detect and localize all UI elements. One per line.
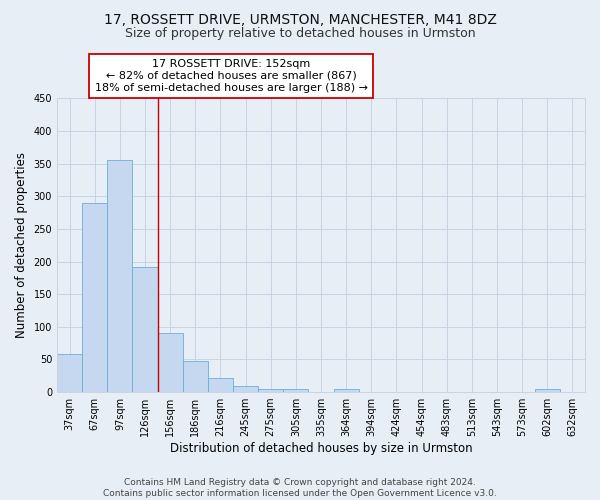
Bar xyxy=(535,389,560,392)
Bar xyxy=(82,203,107,392)
Bar xyxy=(183,362,208,392)
X-axis label: Distribution of detached houses by size in Urmston: Distribution of detached houses by size … xyxy=(170,442,472,455)
Text: 17 ROSSETT DRIVE: 152sqm
← 82% of detached houses are smaller (867)
18% of semi-: 17 ROSSETT DRIVE: 152sqm ← 82% of detach… xyxy=(95,60,368,92)
Bar xyxy=(208,378,233,392)
Bar xyxy=(133,267,158,392)
Bar xyxy=(233,386,258,392)
Bar xyxy=(158,334,183,392)
Bar xyxy=(334,389,359,392)
Bar xyxy=(57,354,82,392)
Text: Contains HM Land Registry data © Crown copyright and database right 2024.
Contai: Contains HM Land Registry data © Crown c… xyxy=(103,478,497,498)
Text: Size of property relative to detached houses in Urmston: Size of property relative to detached ho… xyxy=(125,28,475,40)
Text: 17, ROSSETT DRIVE, URMSTON, MANCHESTER, M41 8DZ: 17, ROSSETT DRIVE, URMSTON, MANCHESTER, … xyxy=(104,12,496,26)
Bar xyxy=(107,160,133,392)
Bar xyxy=(283,389,308,392)
Y-axis label: Number of detached properties: Number of detached properties xyxy=(15,152,28,338)
Bar xyxy=(258,389,283,392)
